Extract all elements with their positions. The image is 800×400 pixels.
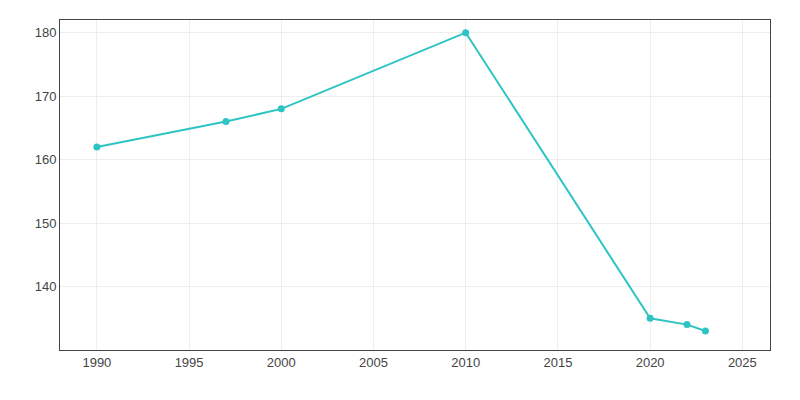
svg-text:160: 160	[35, 152, 57, 167]
svg-text:2025: 2025	[728, 355, 757, 370]
svg-text:180: 180	[35, 25, 57, 40]
svg-text:2015: 2015	[543, 355, 572, 370]
svg-text:2005: 2005	[359, 355, 388, 370]
svg-text:2020: 2020	[636, 355, 665, 370]
svg-text:170: 170	[35, 89, 57, 104]
svg-text:150: 150	[35, 216, 57, 231]
svg-text:2000: 2000	[267, 355, 296, 370]
svg-text:140: 140	[35, 279, 57, 294]
svg-text:1990: 1990	[82, 355, 111, 370]
svg-text:2010: 2010	[451, 355, 480, 370]
svg-text:1995: 1995	[175, 355, 204, 370]
